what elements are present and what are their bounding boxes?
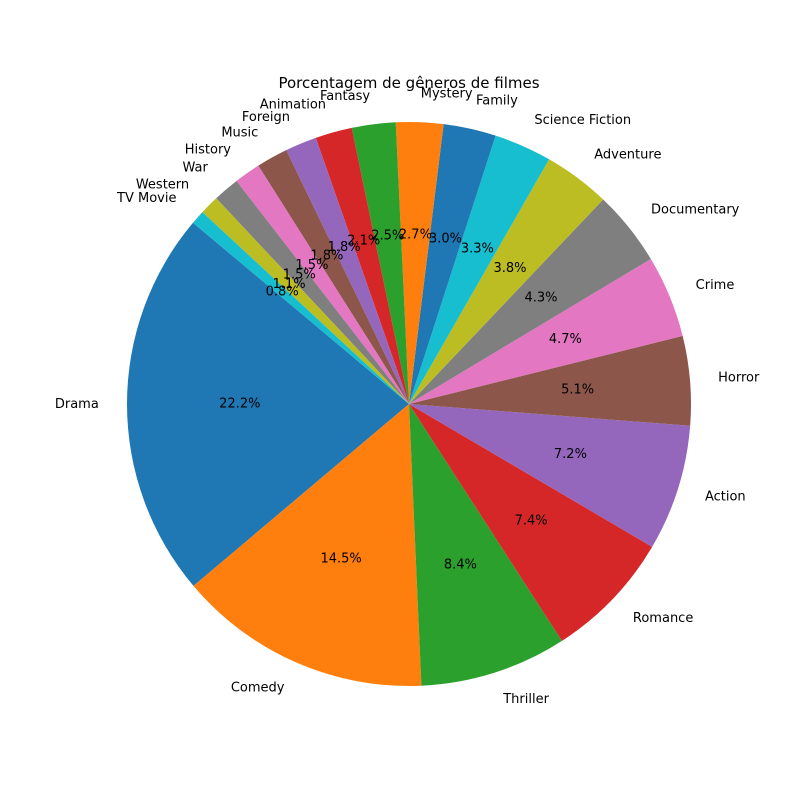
category-label-action: Action <box>705 489 746 504</box>
pie-slice-romance <box>409 404 653 641</box>
category-label-adventure: Adventure <box>594 148 661 163</box>
pie-slice-documentary <box>409 199 651 404</box>
pct-label-comedy: 14.5% <box>320 551 361 566</box>
pie-slice-tv-movie <box>192 212 409 404</box>
pie-slice-foreign <box>286 137 409 405</box>
category-label-family: Family <box>476 94 518 109</box>
pct-label-foreign: 1.8% <box>328 240 361 255</box>
pct-label-action: 7.2% <box>554 447 587 462</box>
pie-slice-adventure <box>409 159 604 404</box>
pie-slice-horror <box>409 335 692 426</box>
pie-slice-fantasy <box>351 122 409 404</box>
pct-label-horror: 5.1% <box>561 382 594 397</box>
percentage-labels: 22.2%14.5% 8.4%7.4%7.2%5.1%4.7%4.3%3.8%3.… <box>219 227 594 572</box>
category-label-crime: Crime <box>696 278 735 293</box>
pie-slice-thriller <box>409 404 562 686</box>
pct-label-tv-movie: 0.8% <box>266 285 299 300</box>
pie-slice-western <box>202 198 409 404</box>
pct-label-animation: 2.1% <box>347 233 380 248</box>
pie-slice-music <box>258 150 409 404</box>
pct-label-mystery: 2.7% <box>399 227 432 242</box>
pct-label-western: 1.1% <box>273 277 306 292</box>
pct-label-science-fiction: 3.3% <box>461 242 494 257</box>
category-label-romance: Romance <box>633 611 693 626</box>
pct-label-family: 3.0% <box>429 231 462 246</box>
pct-label-adventure: 3.8% <box>494 261 527 276</box>
pct-label-romance: 7.4% <box>515 514 548 529</box>
category-label-foreign: Foreign <box>242 110 290 125</box>
pie-slice-history <box>236 165 409 404</box>
category-label-animation: Animation <box>260 98 326 113</box>
pct-label-war: 1.5% <box>283 268 316 283</box>
pie-slice-mystery <box>395 121 444 405</box>
pct-label-music: 1.8% <box>310 249 343 264</box>
pie-slice-war <box>216 180 409 404</box>
pie-slice-family <box>409 124 496 404</box>
category-label-science-fiction: Science Fiction <box>534 113 631 128</box>
pie-slice-animation <box>315 127 409 404</box>
pie-slice-crime <box>409 258 683 404</box>
category-label-comedy: Comedy <box>231 681 285 696</box>
pie-slice-drama <box>126 222 409 586</box>
category-label-tv-movie: TV Movie <box>116 191 176 206</box>
category-label-thriller: Thriller <box>502 692 549 707</box>
pct-label-thriller: 8.4% <box>444 558 477 573</box>
category-labels: Drama Comedy Thriller Romance Action Horror Cr… <box>55 87 760 708</box>
pct-label-drama: 22.2% <box>219 397 260 412</box>
chart-title: Porcentagem de gêneros de filmes <box>278 74 539 92</box>
pie-slices <box>126 121 692 687</box>
pie-slice-action <box>409 404 691 547</box>
pct-label-documentary: 4.3% <box>525 291 558 306</box>
category-label-documentary: Documentary <box>651 202 740 217</box>
category-label-western: Western <box>136 178 189 193</box>
category-label-fantasy: Fantasy <box>320 89 370 104</box>
category-label-mystery: Mystery <box>421 87 473 102</box>
pie-slice-science-fiction <box>409 135 550 404</box>
category-label-war: War <box>182 160 208 175</box>
category-label-drama: Drama <box>55 397 99 412</box>
pct-label-crime: 4.7% <box>549 332 582 347</box>
pct-label-history: 1.5% <box>295 258 328 273</box>
category-label-history: History <box>185 142 232 157</box>
pct-label-fantasy: 2.5% <box>371 229 404 244</box>
category-label-horror: Horror <box>718 371 760 386</box>
pie-slice-comedy <box>193 404 422 687</box>
category-label-music: Music <box>221 125 258 140</box>
